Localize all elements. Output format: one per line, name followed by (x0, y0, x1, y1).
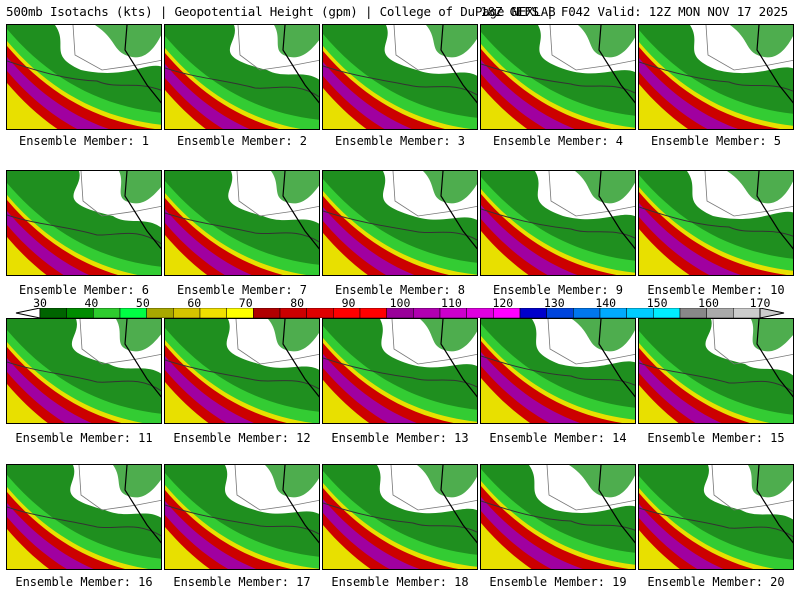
colorbar-swatch (359, 308, 387, 318)
isotach-map (481, 319, 635, 423)
isotach-map (165, 171, 319, 275)
colorbar-swatch (413, 308, 441, 318)
colorbar-tick-label: 70 (238, 296, 253, 310)
isotach-map (323, 465, 477, 569)
isotach-map (481, 25, 635, 129)
ensemble-member-map (322, 170, 478, 276)
member-label: Ensemble Member: 16 (15, 575, 153, 589)
isotach-map (481, 465, 635, 569)
colorbar-tick-label: 40 (84, 296, 99, 310)
member-label: Ensemble Member: 15 (647, 431, 785, 445)
colorbar-tick-label: 30 (33, 296, 47, 310)
ensemble-member-map (480, 24, 636, 130)
header-right-text: 18Z GEFS | F042 Valid: 12Z MON NOV 17 20… (480, 4, 788, 19)
member-label: Ensemble Member: 4 (492, 134, 624, 148)
member-label: Ensemble Member: 11 (15, 431, 153, 445)
colorbar-tick-label: 140 (595, 296, 617, 310)
isotach-map (7, 25, 161, 129)
member-label: Ensemble Member: 6 (18, 283, 150, 297)
isotach-map (481, 171, 635, 275)
ensemble-member-map (6, 318, 162, 424)
isotach-map (165, 25, 319, 129)
colorbar-tick-label: 90 (341, 296, 356, 310)
member-label: Ensemble Member: 17 (173, 575, 311, 589)
isotach-map (639, 319, 793, 423)
colorbar-swatch (146, 308, 174, 318)
isotach-map (323, 319, 477, 423)
member-label: Ensemble Member: 2 (176, 134, 308, 148)
colorbar-tick-label: 150 (646, 296, 668, 310)
member-label: Ensemble Member: 18 (331, 575, 469, 589)
member-label: Ensemble Member: 1 (18, 134, 150, 148)
header-left-text: 500mb Isotachs (kts) | Geopotential Heig… (6, 4, 556, 19)
colorbar-tick-label: 100 (389, 296, 411, 310)
colorbar-tick-label: 170 (749, 296, 771, 310)
member-label: Ensemble Member: 19 (489, 575, 627, 589)
ensemble-member-map (6, 170, 162, 276)
ensemble-member-map (322, 318, 478, 424)
ensemble-member-map (638, 318, 794, 424)
colorbar-tick-label: 160 (698, 296, 719, 310)
isotach-map (639, 25, 793, 129)
ensemble-member-map (638, 464, 794, 570)
ensemble-member-map (6, 464, 162, 570)
isotach-map (7, 319, 161, 423)
ensemble-member-map (164, 318, 320, 424)
isotach-map (165, 319, 319, 423)
member-label: Ensemble Member: 14 (489, 431, 627, 445)
isotach-map (639, 465, 793, 569)
colorbar-swatch (519, 308, 547, 318)
ensemble-member-map (322, 24, 478, 130)
ensemble-member-map (480, 318, 636, 424)
ensemble-member-map (6, 24, 162, 130)
colorbar-swatch (253, 308, 281, 318)
ensemble-member-map (638, 24, 794, 130)
member-label: Ensemble Member: 7 (176, 283, 308, 297)
isotach-map (7, 465, 161, 569)
isotach-map (323, 25, 477, 129)
member-label: Ensemble Member: 20 (647, 575, 785, 589)
isotach-map (639, 171, 793, 275)
colorbar-tick-label: 120 (492, 296, 514, 310)
member-label: Ensemble Member: 10 (647, 283, 785, 297)
colorbar-tick-label: 110 (441, 296, 462, 310)
member-label: Ensemble Member: 5 (650, 134, 782, 148)
isotach-map (323, 171, 477, 275)
member-label: Ensemble Member: 13 (331, 431, 469, 445)
colorbar-tick-label: 60 (187, 296, 202, 310)
member-label: Ensemble Member: 9 (492, 283, 624, 297)
chart-header: 500mb Isotachs (kts) | Geopotential Heig… (6, 3, 794, 21)
colorbar-right-arrow (759, 308, 785, 318)
ensemble-member-map (164, 170, 320, 276)
isotach-colorbar: 30 40 50 60 70 80 90 100 110 120 130 140 150 160 170 (0, 296, 800, 320)
member-label: Ensemble Member: 8 (334, 283, 466, 297)
colorbar-swatch (306, 308, 334, 318)
colorbar-tick-label: 80 (290, 296, 305, 310)
ensemble-member-map (164, 464, 320, 570)
isotach-map (7, 171, 161, 275)
member-label: Ensemble Member: 12 (173, 431, 311, 445)
ensemble-member-map (480, 464, 636, 570)
member-label: Ensemble Member: 3 (334, 134, 466, 148)
ensemble-member-map (638, 170, 794, 276)
ensemble-member-map (480, 170, 636, 276)
colorbar-swatch (199, 308, 227, 318)
colorbar-swatch (466, 308, 494, 318)
ensemble-member-map (164, 24, 320, 130)
colorbar-swatches (15, 308, 785, 318)
isotach-map (165, 465, 319, 569)
colorbar-tick-label: 130 (543, 296, 565, 310)
ensemble-member-map (322, 464, 478, 570)
colorbar-tick-label: 50 (135, 296, 150, 310)
